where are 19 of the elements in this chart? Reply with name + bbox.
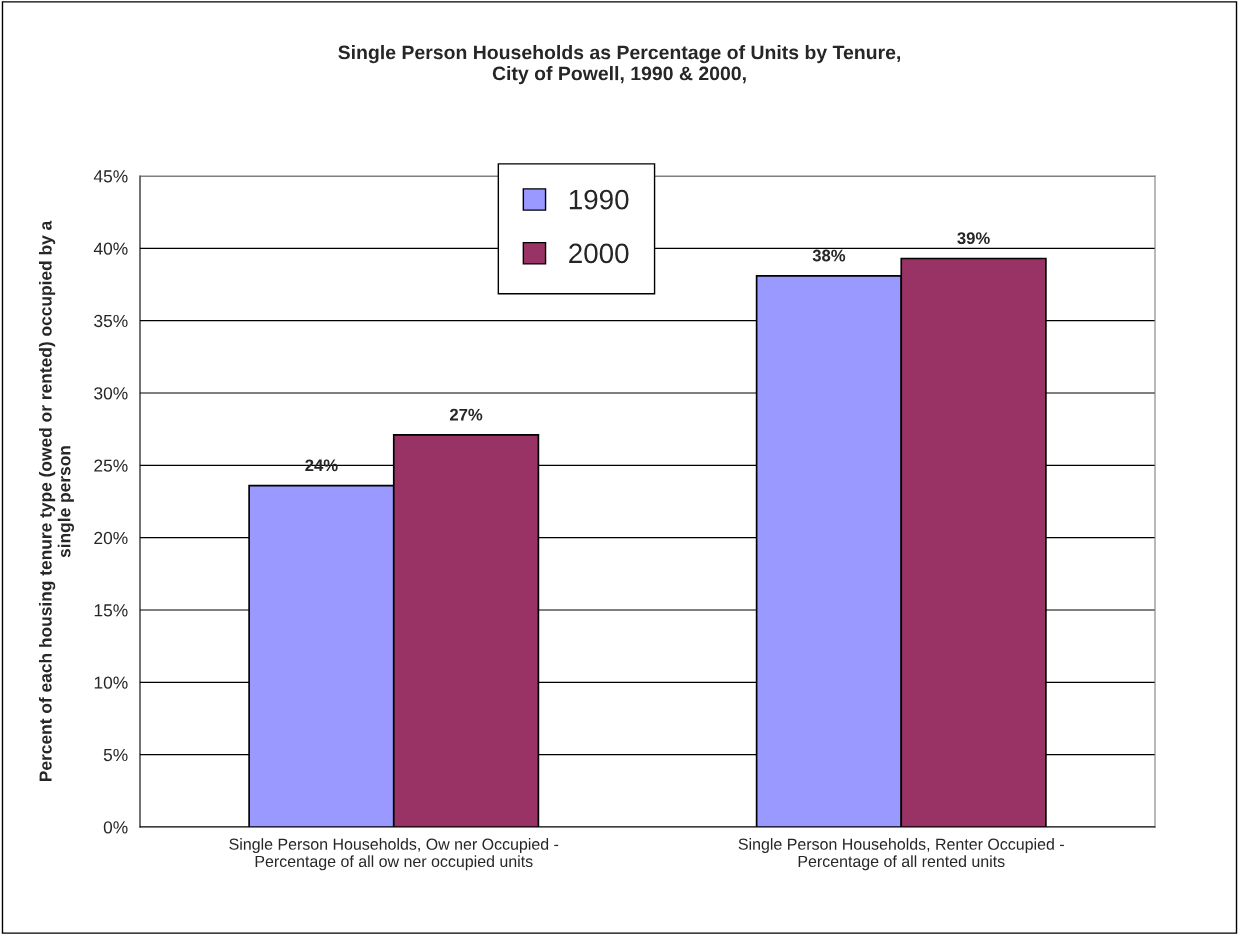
y-tick-label: 10% (94, 676, 128, 689)
y-axis-title: Percent of each housing tenure type (owed or rented) occupied by a single person (38, 220, 74, 782)
data-label: 39% (957, 232, 990, 245)
chart-title: Single Person Households as Percentage of Units by Tenure, City of Powell, 1990 & 2000, (338, 45, 901, 85)
y-tick-label: 0% (103, 821, 128, 834)
y-tick-label: 40% (93, 242, 128, 255)
y-tick-label: 25% (94, 459, 128, 472)
x-tick-label: Single Person Households, Renter Occupied - Percentage of all rented units (738, 838, 1064, 871)
x-tick-label: Single Person Households, Ow ner Occupied - Percentage of all ow ner occupied units (229, 838, 559, 871)
y-tick-label: 5% (103, 748, 128, 762)
y-tick-label: 45% (93, 170, 128, 183)
y-tick-label: 20% (94, 531, 128, 545)
data-label: 38% (812, 249, 846, 262)
data-label: 27% (449, 408, 483, 421)
legend-label: 1990 (569, 189, 629, 210)
legend-label: 2000 (569, 243, 629, 264)
y-tick-label: 30% (94, 387, 128, 400)
y-tick-label: 35% (94, 314, 128, 328)
y-tick-label: 15% (94, 604, 128, 617)
